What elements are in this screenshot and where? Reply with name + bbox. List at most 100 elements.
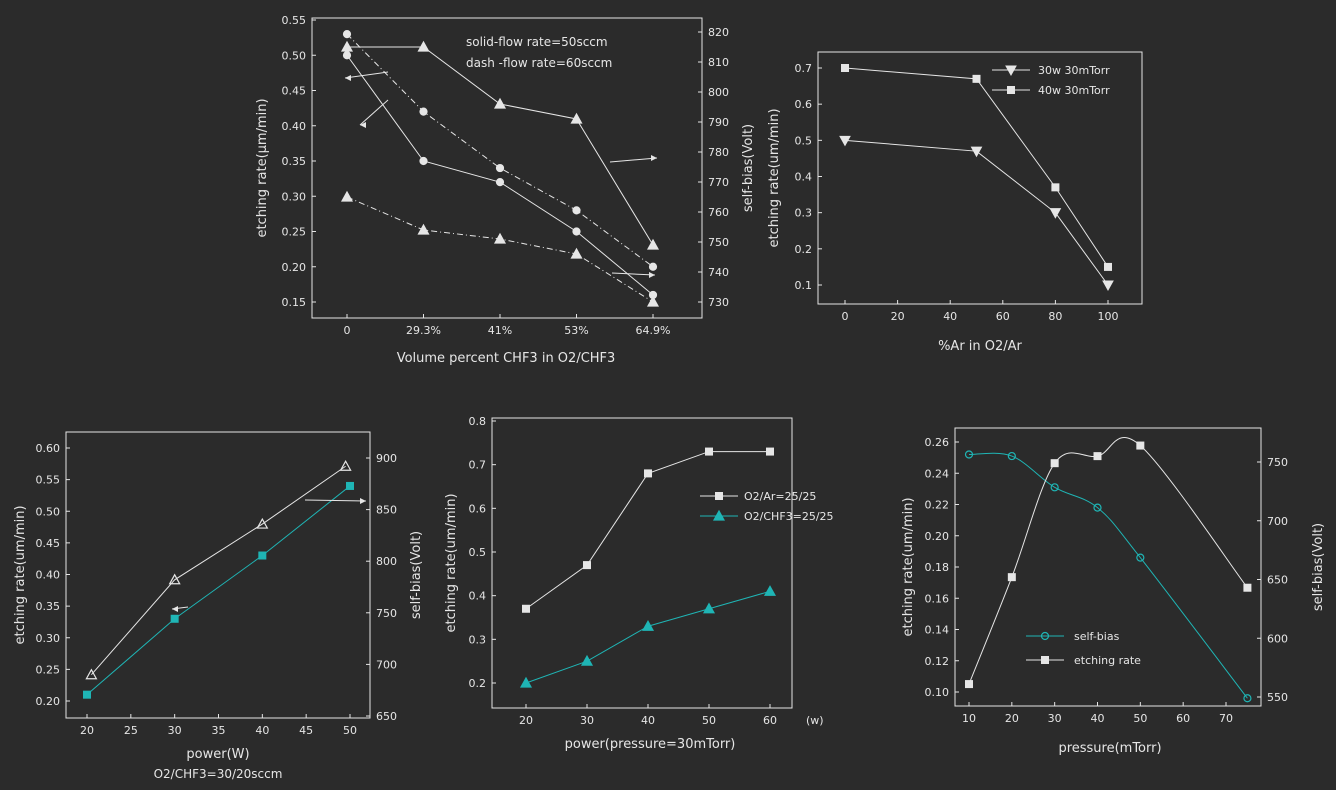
p1-y2-tick-label-2: 750 xyxy=(708,236,729,249)
p3-y-tick-label-4: 0.40 xyxy=(36,569,61,582)
panel-1-y2label: self-bias(Volt) xyxy=(741,124,756,212)
p4-y-tick-label-6: 0.8 xyxy=(469,415,487,428)
p3-y-tick-label-6: 0.50 xyxy=(36,505,61,518)
p1-arrow-1-head xyxy=(345,75,351,81)
p3-y-tick-label-8: 0.60 xyxy=(36,442,61,455)
p4-series-0-point-4 xyxy=(766,447,774,456)
p2-series-0-point-3 xyxy=(1102,280,1114,292)
p5-series-1-point-5 xyxy=(1243,583,1252,592)
p3-x-tick-label-6: 50 xyxy=(343,724,357,737)
p1-series-1-point-2 xyxy=(495,163,505,173)
p4-series-1-line xyxy=(525,590,771,684)
p3-series-0-line xyxy=(86,485,351,696)
p1-y2-tick-label-9: 820 xyxy=(708,26,729,39)
p4-legend-1-label: O2/CHF3=25/25 xyxy=(744,510,834,523)
p5-x-tick-label-0: 10 xyxy=(962,712,976,725)
panel-2-chart: %Ar in O2/Ar etching rate(um/min) 0.1 0.2… xyxy=(767,51,1143,354)
p3-y2-tick-label-0: 650 xyxy=(376,710,397,723)
p4-legend-1-swatch-marker xyxy=(712,509,726,521)
p5-y-tick-label-1: 0.12 xyxy=(925,655,950,668)
p2-y-tick-label-4: 0.5 xyxy=(795,134,813,147)
p5-series-1-point-4 xyxy=(1136,441,1145,450)
p5-series-0-point-3 xyxy=(1093,503,1102,512)
p5-y2-tick-label-2: 650 xyxy=(1267,574,1288,587)
panel-1-marks: 0.15 0.20 0.25 0.30 0.35 0.40 0.45 0.50 0.55 730 7… xyxy=(282,14,730,337)
panel-3-xlabel: power(W) xyxy=(186,747,249,762)
p2-y-tick-label-0: 0.1 xyxy=(795,279,813,292)
p3-y2-tick-label-3: 800 xyxy=(376,555,397,568)
p1-y2-tick-label-3: 760 xyxy=(708,206,729,219)
panel-4-xunit: (w) xyxy=(806,714,824,727)
panel-3-plot-frame xyxy=(65,431,371,719)
panel-2-xlabel: %Ar in O2/Ar xyxy=(938,339,1022,354)
p1-x-tick-label-1: 29.3% xyxy=(406,324,441,337)
p4-series-0-point-3 xyxy=(705,447,713,456)
p3-series-0-point-2 xyxy=(258,551,267,560)
p3-series-1-line xyxy=(91,465,346,676)
p3-series-1-point-0 xyxy=(85,668,98,680)
p4-series-1-point-1 xyxy=(580,654,594,666)
p5-series-1-point-3 xyxy=(1093,452,1102,461)
panel-1-chart: Volume percent CHF3 in O2/CHF3 etching r… xyxy=(255,14,756,366)
p2-legend-1-label: 40w 30mTorr xyxy=(1038,84,1110,97)
p3-x-tick-label-1: 25 xyxy=(124,724,138,737)
p1-y2-tick-label-4: 770 xyxy=(708,176,729,189)
p1-x-tick-label-3: 53% xyxy=(564,324,588,337)
p4-y-tick-label-3: 0.5 xyxy=(469,546,487,559)
p5-x-tick-label-5: 60 xyxy=(1176,712,1190,725)
p1-arrow-1-shaft xyxy=(344,71,389,79)
p5-legend-1-label: etching rate xyxy=(1074,654,1141,667)
p5-series-0-point-5 xyxy=(1243,694,1252,703)
p5-y-tick-label-6: 0.22 xyxy=(925,499,950,512)
p2-y-tick-label-6: 0.7 xyxy=(795,62,813,75)
p5-legend-0-label: self-bias xyxy=(1074,630,1120,643)
panel-5-marks: 0.10 0.12 0.14 0.16 0.18 0.20 0.22 0.24 0.26 550 6… xyxy=(925,436,1289,725)
p4-series-0-point-0 xyxy=(522,604,530,613)
p3-y-tick-label-3: 0.35 xyxy=(36,600,61,613)
p2-x-tick-label-5: 100 xyxy=(1098,310,1119,323)
panel-3-marks: 0.20 0.25 0.30 0.35 0.40 0.45 0.50 0.55 0.60 650 7… xyxy=(36,442,398,737)
p1-y2-tick-label-5: 780 xyxy=(708,146,729,159)
p2-legend-1-swatch-marker xyxy=(1007,86,1015,94)
panel-1-xlabel: Volume percent CHF3 in O2/CHF3 xyxy=(397,351,616,366)
p1-series-2-point-3 xyxy=(570,112,583,124)
p4-series-1-point-2 xyxy=(641,619,655,631)
p2-series-1-point-3 xyxy=(1104,262,1112,271)
p5-series-1-point-1 xyxy=(1007,573,1016,582)
p1-y-tick-label-2: 0.25 xyxy=(282,226,307,239)
panel-1-annotation-solid: solid-flow rate=50sccm xyxy=(466,35,608,49)
p4-x-tick-label-4: 60 xyxy=(763,714,777,727)
p3-series-0-point-3 xyxy=(346,481,354,490)
p4-series-1-point-0 xyxy=(519,676,533,688)
p5-y-tick-label-5: 0.20 xyxy=(925,530,950,543)
p5-x-tick-label-4: 50 xyxy=(1133,712,1147,725)
p2-series-0-line xyxy=(844,139,1109,286)
p1-y-tick-label-7: 0.50 xyxy=(282,49,307,62)
p1-series-0-line xyxy=(346,54,654,296)
panel-5-ylabel: etching rate(um/min) xyxy=(901,497,916,636)
p1-y2-tick-label-0: 730 xyxy=(708,296,729,309)
panel-2-plot-frame xyxy=(817,51,1143,305)
p5-y2-tick-label-0: 550 xyxy=(1267,691,1288,704)
p3-y2-tick-label-4: 850 xyxy=(376,504,397,517)
panel-4-marks: 0.2 0.3 0.4 0.5 0.6 0.7 0.8 20 30 40 50 60 O2/Ar=25/… xyxy=(469,415,834,727)
panel-5-xlabel: pressure(mTorr) xyxy=(1058,741,1161,756)
p2-x-tick-label-3: 60 xyxy=(996,310,1010,323)
p5-series-1-point-0 xyxy=(965,680,973,689)
panel-4-chart: power(pressure=30mTorr) (w) etching rate… xyxy=(444,415,834,752)
p1-x-tick-label-0: 0 xyxy=(344,324,351,337)
p1-arrow-3-shaft xyxy=(609,157,658,163)
p5-y-tick-label-8: 0.26 xyxy=(925,436,950,449)
p1-series-2-point-1 xyxy=(417,40,430,52)
panel-2-marks: 0.1 0.2 0.3 0.4 0.5 0.6 0.7 0 20 40 60 80 100 30w 30m… xyxy=(795,62,1119,323)
p3-x-tick-label-4: 40 xyxy=(255,724,269,737)
p1-series-0-point-3 xyxy=(572,227,581,236)
p2-x-tick-label-4: 80 xyxy=(1048,310,1062,323)
p1-series-3-line xyxy=(346,196,654,303)
p5-x-tick-label-3: 40 xyxy=(1091,712,1105,725)
panel-3-caption: O2/CHF3=30/20sccm xyxy=(154,767,283,781)
p2-y-tick-label-2: 0.3 xyxy=(795,207,813,220)
p5-y-tick-label-2: 0.14 xyxy=(925,624,950,637)
p1-arrow-3-head xyxy=(651,155,657,161)
p3-series-1-point-2 xyxy=(256,517,269,529)
